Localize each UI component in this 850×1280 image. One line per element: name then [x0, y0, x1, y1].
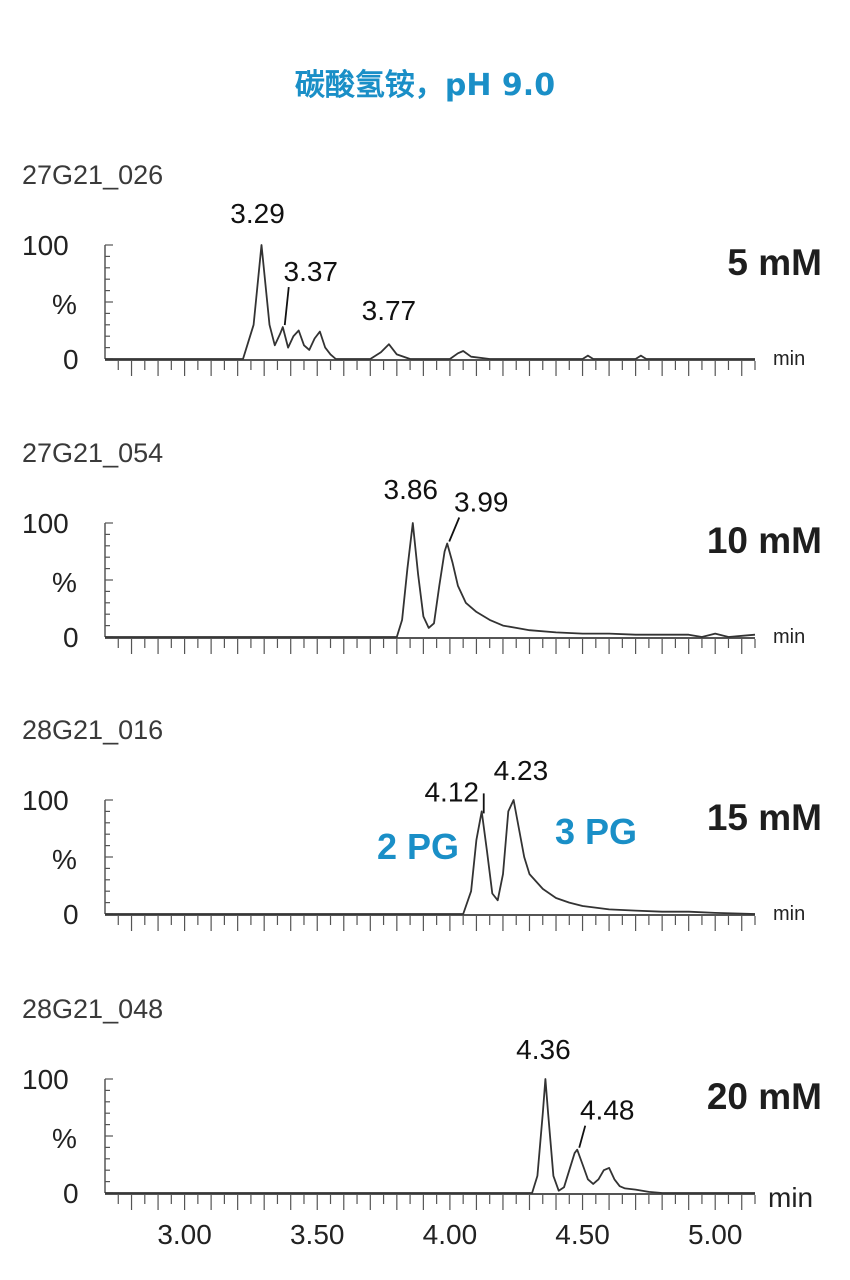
- peak-label: 3.37: [284, 256, 339, 287]
- sample-id-label: 28G21_016: [22, 715, 163, 745]
- y-tick-label-100: 100: [22, 230, 69, 261]
- chromatogram-trace: [105, 522, 756, 638]
- sample-id-label: 27G21_026: [22, 160, 163, 190]
- x-tick-label: 5.00: [688, 1219, 743, 1250]
- chromatogram-trace: [105, 799, 756, 915]
- species-annotation: 3 PG: [555, 811, 637, 852]
- chart-title: 碳酸氢铵，pH 9.0: [294, 68, 556, 103]
- x-tick-label: 3.50: [290, 1219, 345, 1250]
- y-axis-label: %: [52, 567, 77, 598]
- peak-label: 4.48: [580, 1095, 635, 1126]
- y-tick-label-0: 0: [63, 622, 79, 653]
- chromatogram-panel-4: 28G21_048 100% 0 min 4.36 4.48 20 mM 3.00 3.50 4.…: [22, 994, 822, 1250]
- peak-label: 3.86: [384, 474, 439, 505]
- chromatogram-panel-1: 27G21_026 100% 0 min 3.29 3.37 3.77 5 mM: [22, 160, 822, 376]
- x-tick-label: 4.50: [555, 1219, 610, 1250]
- y-axis-label: %: [52, 844, 77, 875]
- concentration-label: 10 mM: [707, 520, 822, 561]
- y-axis-label: %: [52, 289, 77, 320]
- peak-label: 3.99: [454, 487, 509, 518]
- y-tick-label-100: 100: [22, 785, 69, 816]
- peak-leader-line: [448, 517, 461, 542]
- concentration-label: 20 mM: [707, 1076, 822, 1117]
- peak-label: 4.23: [494, 755, 549, 786]
- peak-label: 4.36: [516, 1034, 571, 1065]
- x-unit-label: min: [773, 903, 805, 925]
- sample-id-label: 28G21_048: [22, 994, 163, 1024]
- y-tick-label-0: 0: [63, 344, 79, 375]
- chromatogram-trace: [105, 244, 755, 360]
- concentration-label: 5 mM: [727, 242, 822, 283]
- species-annotation: 2 PG: [377, 826, 459, 867]
- sample-id-label: 27G21_054: [22, 438, 163, 468]
- x-tick-label: 4.00: [423, 1219, 478, 1250]
- x-tick-label: 3.00: [157, 1219, 212, 1250]
- y-tick-label-100: 100: [22, 508, 69, 539]
- y-axis-label: %: [52, 1123, 77, 1154]
- chromatogram-panel-2: 27G21_054 100% 0 min 3.86 3.99 10 mM: [22, 438, 822, 654]
- x-unit-label: min: [773, 348, 805, 370]
- x-unit-label: min: [768, 1182, 813, 1213]
- chromatogram-trace: [105, 1078, 755, 1194]
- peak-leader-line: [283, 286, 290, 326]
- concentration-label: 15 mM: [707, 797, 822, 838]
- peak-leader-line: [578, 1125, 587, 1148]
- chromatogram-panel-3: 28G21_016 100% 0 min 4.12 4.23 2 PG 3 PG 15 mM: [22, 715, 822, 931]
- peak-label: 3.29: [230, 198, 285, 229]
- y-tick-label-0: 0: [63, 1178, 79, 1209]
- x-unit-label: min: [773, 626, 805, 648]
- y-tick-label-0: 0: [63, 899, 79, 930]
- y-tick-label-100: 100: [22, 1064, 69, 1095]
- peak-label: 3.77: [362, 295, 417, 326]
- peak-label: 4.12: [424, 776, 479, 807]
